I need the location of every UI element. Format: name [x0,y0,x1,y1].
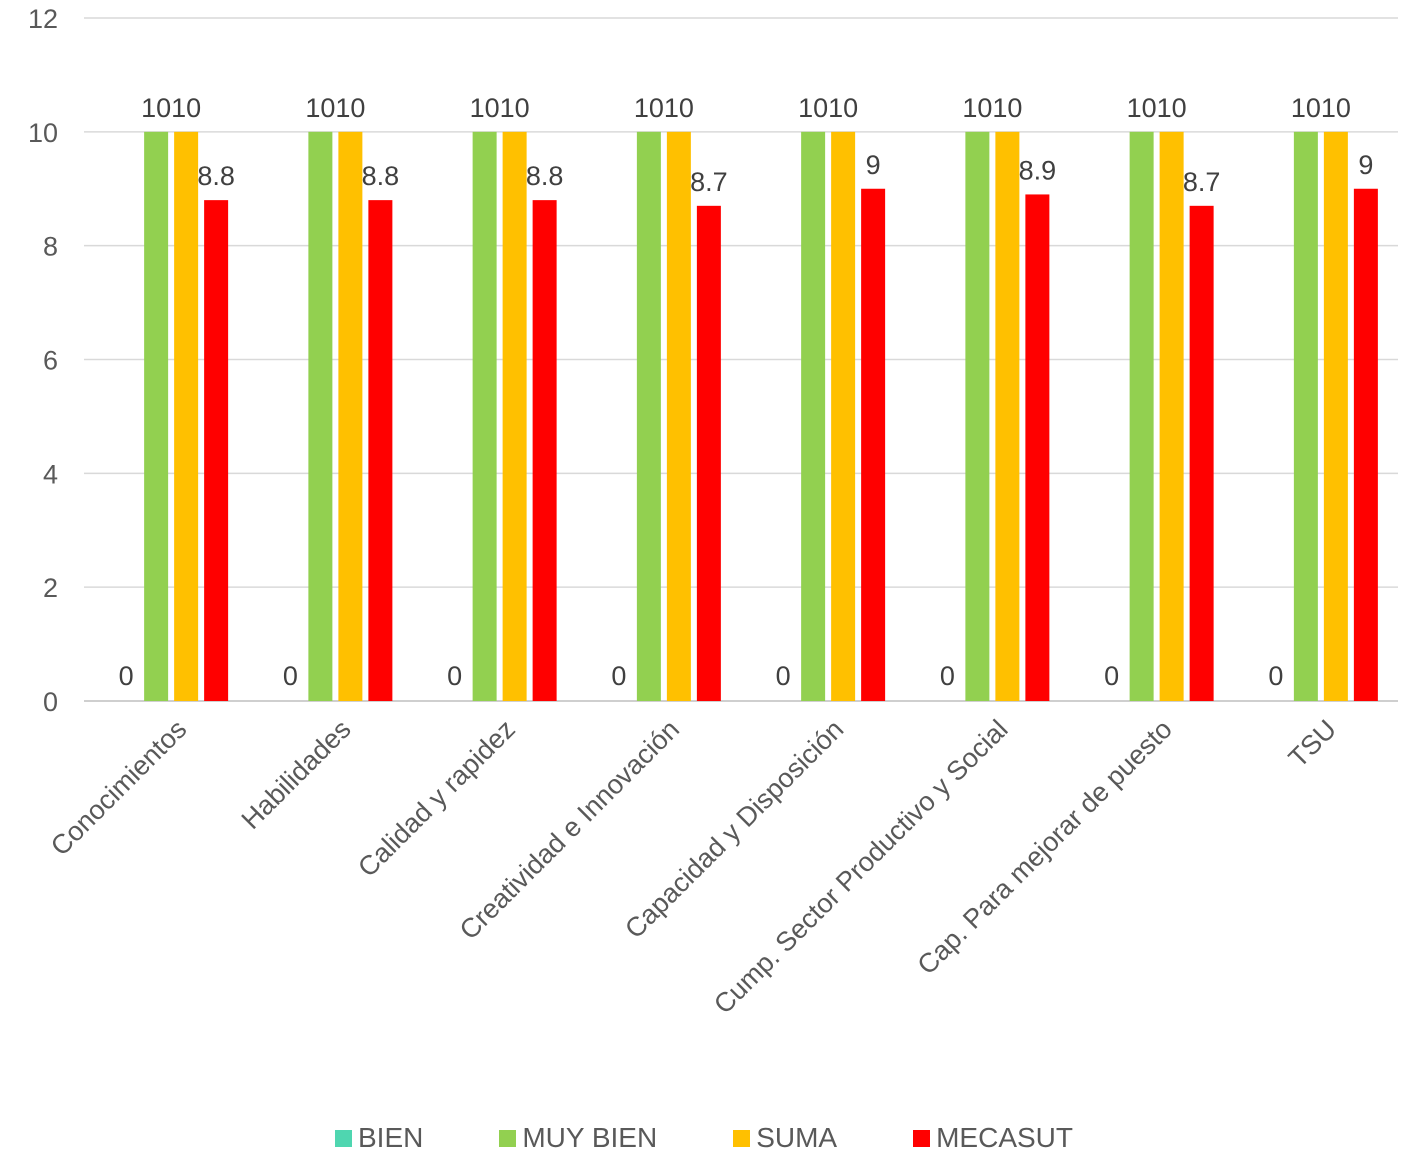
bar-suma [831,131,856,702]
legend-label: MUY BIEN [522,1122,658,1153]
data-label: 10 [664,93,694,123]
data-label: 10 [1291,93,1321,123]
data-label: 10 [828,93,858,123]
bar-suma [174,131,199,702]
data-label: 8.7 [690,167,728,197]
data-label: 0 [1104,661,1119,691]
bar-suma [666,131,691,702]
legend-label: SUMA [756,1122,838,1153]
data-label: 10 [335,93,365,123]
bar-muy-bien [308,131,333,702]
legend-swatch [499,1129,517,1147]
y-tick-label: 2 [43,573,58,603]
category-label: Cump. Sector Productivo y Social [708,714,1014,1020]
data-label: 8.8 [526,161,564,191]
category-label: Habilidades [236,714,357,835]
bar-suma [338,131,363,702]
y-tick-label: 6 [43,346,58,376]
bar-mecasut [204,200,229,701]
data-label: 10 [305,93,335,123]
legend-item: BIEN [334,1122,424,1154]
legend-label: MECASUT [936,1122,1074,1153]
bar-muy-bien [144,131,169,702]
bar-suma [1323,131,1348,702]
bar-suma [995,131,1020,702]
data-label: 10 [1157,93,1187,123]
data-label: 0 [119,661,134,691]
data-label: 0 [611,661,626,691]
legend-swatch [733,1129,751,1147]
data-label: 10 [1127,93,1157,123]
data-label: 8.7 [1183,167,1221,197]
data-label: 10 [798,93,828,123]
legend-item: MUY BIEN [499,1122,657,1154]
bar-suma [502,131,527,702]
y-tick-label: 4 [43,459,58,489]
y-tick-label: 0 [43,687,58,717]
data-label: 8.8 [362,161,400,191]
data-label: 0 [940,661,955,691]
bar-suma [1159,131,1184,702]
bar-mecasut [1025,194,1050,702]
legend-item: MECASUT [913,1122,1073,1154]
data-label: 8.8 [197,161,235,191]
bar-mecasut [368,200,393,701]
y-tick-label: 10 [28,118,58,148]
data-label: 10 [962,93,992,123]
bar-mecasut [861,188,886,701]
bar-muy-bien [1293,131,1318,702]
bar-mecasut [532,200,557,701]
data-label: 10 [171,93,201,123]
category-label: Calidad y rapidez [352,714,521,883]
data-label: 9 [866,150,881,180]
data-label: 10 [634,93,664,123]
bar-mecasut [1189,205,1214,701]
data-label: 0 [1268,661,1283,691]
legend-swatch [334,1129,352,1147]
bar-muy-bien [472,131,497,702]
data-label: 10 [1321,93,1351,123]
bar-mecasut [1353,188,1378,701]
data-label: 0 [447,661,462,691]
data-label: 8.9 [1019,155,1057,185]
data-label: 0 [283,661,298,691]
legend-label: BIEN [357,1122,424,1153]
bar-mecasut [696,205,721,701]
legend-swatch [913,1129,931,1147]
y-tick-label: 12 [28,4,58,34]
bar-muy-bien [965,131,990,702]
data-label: 0 [776,661,791,691]
legend: BIEN MUY BIEN SUMA MECASUT [0,1118,1408,1158]
y-tick-label: 8 [43,232,58,262]
bar-muy-bien [1129,131,1154,702]
data-label: 10 [992,93,1022,123]
category-label: Conocimientos [45,714,192,861]
data-label: 10 [141,93,171,123]
data-label: 9 [1358,150,1373,180]
data-label: 10 [470,93,500,123]
data-label: 10 [500,93,530,123]
bar-muy-bien [636,131,661,702]
bar-muy-bien [801,131,826,702]
category-label: TSU [1283,714,1342,773]
legend-item: SUMA [733,1122,837,1154]
